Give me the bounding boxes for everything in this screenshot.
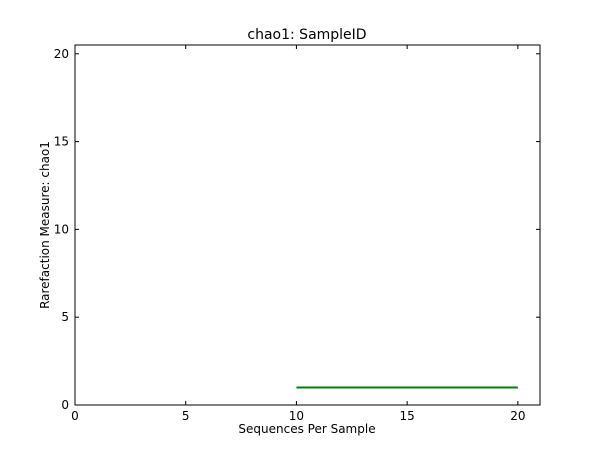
y-axis: 0 5 10 15 20 bbox=[54, 47, 540, 412]
y-tick-label: 15 bbox=[54, 135, 69, 149]
x-axis-label: Sequences Per Sample bbox=[238, 422, 375, 436]
x-tick-label: 0 bbox=[71, 409, 79, 423]
y-tick-label: 20 bbox=[54, 47, 69, 61]
chart-title: chao1: SampleID bbox=[247, 27, 366, 43]
y-tick-label: 0 bbox=[61, 398, 69, 412]
y-tick-label: 10 bbox=[54, 222, 69, 236]
x-axis: 0 5 10 15 20 bbox=[71, 45, 525, 423]
x-tick-label: 10 bbox=[289, 409, 304, 423]
x-tick-label: 5 bbox=[182, 409, 190, 423]
y-tick-label: 5 bbox=[61, 310, 69, 324]
y-axis-label: Rarefaction Measure: chao1 bbox=[38, 141, 52, 309]
x-tick-label: 15 bbox=[400, 409, 415, 423]
plot-frame bbox=[74, 44, 541, 406]
x-tick-label: 20 bbox=[510, 409, 525, 423]
